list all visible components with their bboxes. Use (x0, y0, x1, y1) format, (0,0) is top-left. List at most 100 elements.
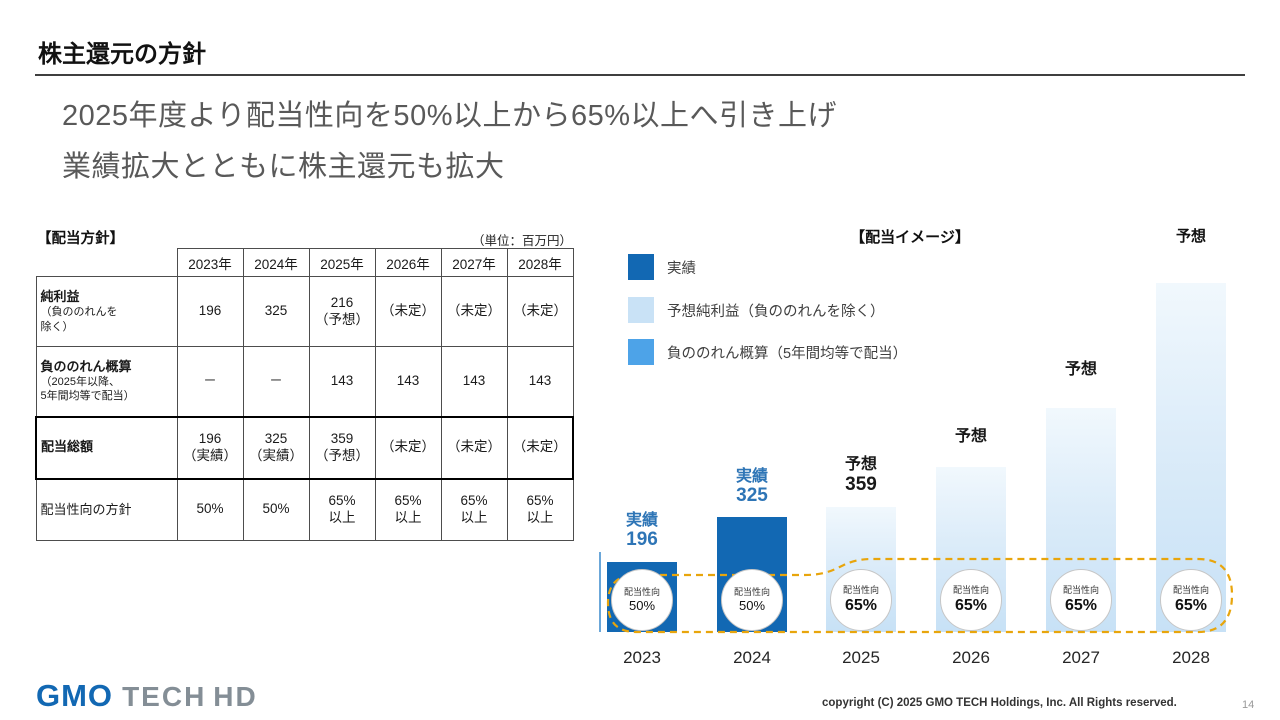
copyright-text: copyright (C) 2025 GMO TECH Holdings, In… (822, 697, 1177, 709)
table-cell: － (176, 346, 244, 417)
table-cell: 65% 以上 (308, 478, 376, 541)
payout-caption: 配当性向 (1062, 585, 1099, 595)
payout-caption: 配当性向 (623, 586, 660, 597)
legend-label: 実績 (667, 260, 696, 277)
row-label-cell: 純利益 （負ののれんを 除く） (35, 276, 178, 347)
payout-circle-2027: 配当性向 65% (1050, 569, 1112, 631)
table-cell: 65% 以上 (374, 478, 442, 541)
table-row-total-dividend: 配当総額 196 （実績） 325 （実績） 359 （予想） （未定） （未定… (35, 415, 574, 480)
chart-forecast-label: 予想 (1175, 228, 1206, 245)
table-cell: （未定） (440, 276, 508, 347)
row-label-main: 純利益 (40, 289, 80, 305)
table-col-header: 2023年 (176, 248, 244, 277)
table-cell: － (242, 346, 310, 417)
page-number: 14 (1242, 699, 1255, 711)
x-label-2026: 2026 (952, 648, 990, 667)
payout-value: 50% (738, 597, 766, 613)
table-col-header: 2026年 (374, 248, 442, 277)
legend-item-goodwill: 負ののれん概算（5年間均等で配当） (628, 339, 907, 365)
payout-caption: 配当性向 (952, 585, 989, 595)
chart-y-axis (599, 552, 601, 632)
table-cell: （未定） (506, 276, 574, 347)
legend-swatch-actual (628, 254, 654, 280)
payout-circle-2026: 配当性向 65% (940, 569, 1002, 631)
page-title: 株主還元の方針 (38, 41, 206, 68)
legend-label: 負ののれん概算（5年間均等で配当） (667, 345, 908, 362)
table-cell: （未定） (374, 415, 442, 480)
table-cell: （未定） (440, 415, 508, 480)
table-row-net-profit: 純利益 （負ののれんを 除く） 196 325 216 （予想） （未定） （未… (35, 276, 574, 347)
table-cell: 65% 以上 (440, 478, 508, 541)
title-underline (35, 74, 1245, 76)
payout-value: 65% (1174, 596, 1208, 614)
payout-circle-2023: 配当性向 50% (611, 569, 673, 631)
table-cell: 50% (176, 478, 244, 541)
payout-circle-2024: 配当性向 50% (721, 569, 783, 631)
table-row-negative-goodwill: 負ののれん概算 （2025年以降、 5年間均等で配当） － － 143 143 … (35, 346, 574, 417)
table-col-header: 2025年 (308, 248, 376, 277)
table-unit-label: （単位：百万円） (471, 234, 572, 248)
legend-swatch-goodwill (628, 339, 654, 365)
gmo-tech-hd-logo: GMO TECH HD (36, 678, 258, 714)
table-cell: 359 （予想） (308, 415, 376, 480)
row-label-sub: （負ののれんを 除く） (40, 306, 118, 333)
bar-tag-2023: 実績 (625, 512, 658, 529)
bar-tag-2026: 予想 (954, 428, 987, 445)
logo-tech-text: TECH (122, 681, 207, 712)
x-label-2024: 2024 (733, 648, 771, 667)
table-col-header: 2027年 (440, 248, 508, 277)
table-col-header: 2028年 (506, 248, 574, 277)
table-cell: （未定） (374, 276, 442, 347)
bar-tag-2024: 実績 (735, 468, 768, 485)
table-cell: 143 (506, 346, 574, 417)
table-col-header: 2024年 (242, 248, 310, 277)
table-cell: 50% (242, 478, 310, 541)
payout-caption: 配当性向 (733, 586, 770, 597)
payout-value: 65% (1064, 596, 1098, 614)
payout-ratio-dashed-band (606, 557, 1234, 634)
table-header-row: 2023年 2024年 2025年 2026年 2027年 2028年 (36, 248, 574, 277)
table-cell: 143 (308, 346, 376, 417)
chart-title: 【配当イメージ】 (850, 229, 970, 246)
subtitle-line-1: 2025年度より配当性向を50%以上から65%以上へ引き上げ (62, 100, 838, 132)
legend-item-actual: 実績 (628, 254, 696, 280)
dividend-policy-table: 2023年 2024年 2025年 2026年 2027年 2028年 純利益 … (35, 248, 574, 541)
payout-caption: 配当性向 (1172, 585, 1209, 595)
table-heading: 【配当方針】 (37, 231, 124, 247)
payout-value: 65% (954, 596, 988, 614)
legend-swatch-forecast (628, 297, 654, 323)
table-cell: 143 (374, 346, 442, 417)
bar-tag-2025: 予想 (844, 456, 877, 473)
payout-caption: 配当性向 (842, 585, 879, 595)
logo-hd-text: HD (213, 681, 258, 712)
table-cell: 65% 以上 (506, 478, 574, 541)
legend-item-forecast-profit: 予想純利益（負ののれんを除く） (628, 297, 885, 323)
row-label-sub: （2025年以降、 5年間均等で配当） (40, 376, 135, 403)
table-cell: 325 （実績） (242, 415, 310, 480)
x-label-2027: 2027 (1062, 648, 1100, 667)
row-label-main: 配当総額 (41, 439, 94, 455)
logo-gmo-text: GMO (36, 678, 114, 713)
subtitle-line-2: 業績拡大とともに株主還元も拡大 (62, 151, 505, 183)
row-label-cell: 配当性向の方針 (35, 478, 178, 541)
bar-value-2024: 325 (736, 485, 768, 506)
payout-value: 65% (844, 596, 878, 614)
payout-circle-2028: 配当性向 65% (1160, 569, 1222, 631)
bar-value-2023: 196 (626, 529, 658, 550)
row-label-cell: 配当総額 (35, 415, 178, 480)
bar-value-2025: 359 (845, 474, 877, 495)
table-cell: 196 (176, 276, 244, 347)
table-cell: 325 (242, 276, 310, 347)
payout-circle-2025: 配当性向 65% (830, 569, 892, 631)
table-cell: 216 （予想） (308, 276, 376, 347)
legend-label: 予想純利益（負ののれんを除く） (667, 303, 885, 320)
x-label-2025: 2025 (842, 648, 880, 667)
table-cell: （未定） (506, 415, 574, 480)
payout-value: 50% (628, 597, 656, 613)
x-label-2028: 2028 (1172, 648, 1210, 667)
row-label-main: 配当性向の方針 (40, 501, 132, 517)
table-corner-cell (36, 248, 178, 277)
row-label-main: 負ののれん概算 (40, 358, 132, 374)
row-label-cell: 負ののれん概算 （2025年以降、 5年間均等で配当） (35, 346, 178, 417)
